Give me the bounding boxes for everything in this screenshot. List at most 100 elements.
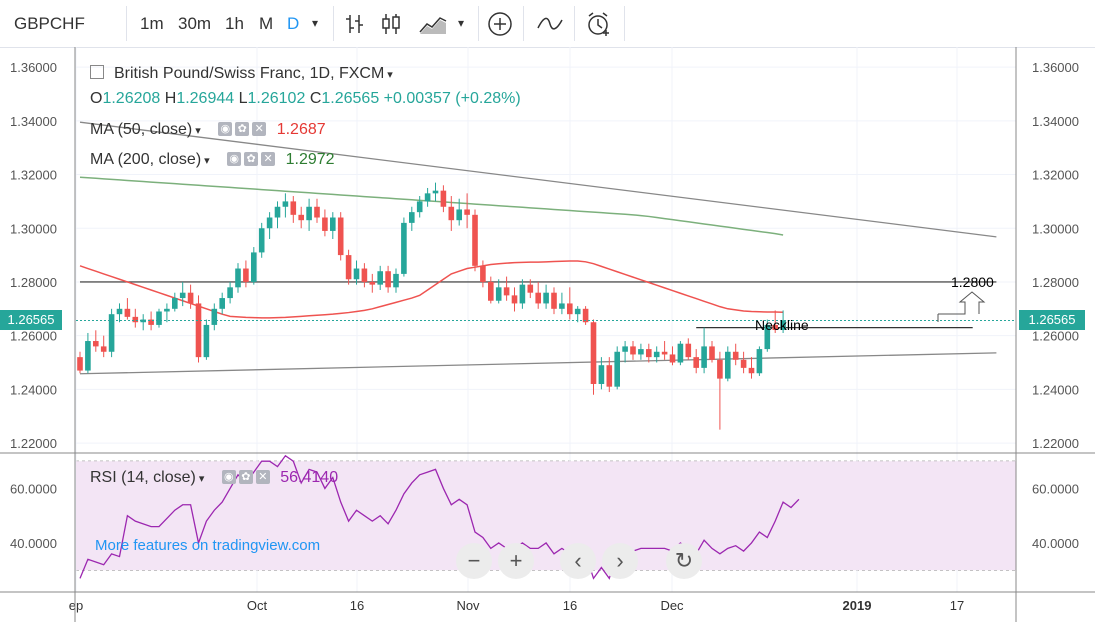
rsi-tick-label: 60.0000 [10, 481, 57, 496]
gear-icon[interactable]: ✿ [235, 122, 250, 136]
zoom-out-button[interactable]: − [456, 543, 492, 579]
rsi-legend[interactable]: RSI (14, close) ▾ ◉ ✿ ✕ 56.4140 [90, 469, 339, 486]
candle-body [203, 324, 210, 358]
chart-title: British Pound/Swiss Franc, 1D, FXCM ▾ [90, 65, 393, 83]
interval-d[interactable]: D [287, 14, 300, 33]
ma200-legend[interactable]: MA (200, close) ▾ ◉ ✿ ✕ 1.2972 [90, 151, 335, 168]
neckline-label[interactable]: Neckline [755, 317, 809, 333]
candle-body [535, 292, 541, 304]
candle-body [780, 320, 786, 331]
candles-icon[interactable] [380, 12, 402, 36]
candle-body [132, 316, 139, 323]
scroll-left-button[interactable]: ‹ [560, 543, 596, 579]
x-tick-label: Dec [660, 598, 684, 613]
candle-body [369, 281, 376, 285]
candle-body [732, 351, 739, 360]
candle-body [164, 308, 170, 312]
candle-body [211, 308, 218, 325]
area-chart-icon[interactable] [418, 12, 448, 36]
eye-icon[interactable]: ◉ [218, 122, 233, 136]
ma50-legend[interactable]: MA (50, close) ▾ ◉ ✿ ✕ 1.2687 [90, 121, 326, 138]
add-compare-icon[interactable] [487, 11, 513, 37]
chevron-down-icon[interactable]: ▾ [458, 16, 465, 30]
rsi-tick-label-right: 40.0000 [1032, 536, 1079, 551]
indicators-icon[interactable] [536, 13, 564, 35]
candle-body [401, 222, 407, 274]
x-tick-label: Oct [247, 598, 268, 613]
candle-body [559, 303, 565, 309]
candle-body [511, 295, 518, 304]
interval-30m[interactable]: 30m [178, 14, 212, 33]
chevron-down-icon[interactable]: ▾ [198, 473, 205, 485]
close-icon[interactable]: ✕ [252, 122, 267, 136]
interval-1h[interactable]: 1h [225, 14, 244, 33]
candle-body [416, 201, 423, 213]
candle-body [361, 268, 368, 282]
interval-1m[interactable]: 1m [140, 14, 164, 33]
candle-body [464, 209, 470, 215]
chevron-down-icon[interactable]: ▾ [195, 125, 201, 137]
candle-body [448, 206, 455, 221]
candle-body [551, 292, 557, 309]
candle-body [480, 265, 486, 282]
candle-body [424, 193, 431, 202]
candle-body [235, 268, 241, 288]
close-icon[interactable]: ✕ [261, 152, 276, 166]
eye-icon[interactable]: ◉ [227, 152, 242, 166]
candle-body [440, 190, 447, 207]
scroll-right-button[interactable]: › [602, 543, 638, 579]
candle-body [108, 314, 115, 352]
y-tick-label: 1.22000 [10, 436, 57, 451]
y-tick-label-right: 1.34000 [1032, 114, 1079, 129]
candle-body [124, 308, 131, 317]
candle-body [582, 308, 589, 323]
candle-body [590, 322, 597, 384]
chevron-down-icon[interactable]: ▾ [204, 155, 210, 167]
target-label[interactable]: 1.2800 [951, 274, 994, 290]
candle-body [116, 308, 123, 315]
x-tick-label: Nov [456, 598, 480, 613]
x-tick-label: 2019 [843, 598, 872, 613]
candles [76, 182, 1016, 430]
ohlc-values: O1.26208 H1.26944 L1.26102 C1.26565 +0.0… [90, 90, 521, 107]
rsi-tick-label: 40.0000 [10, 536, 57, 551]
candle-body [266, 217, 273, 229]
trendline [79, 121, 997, 238]
close-icon[interactable]: ✕ [255, 470, 270, 484]
candle-body [456, 209, 462, 221]
candle-body [764, 324, 771, 350]
candle-body [187, 292, 194, 304]
chevron-down-icon[interactable]: ▾ [387, 69, 393, 81]
symbol-search[interactable]: GBPCHF [14, 14, 85, 33]
gear-icon[interactable]: ✿ [238, 470, 253, 484]
bars-icon[interactable] [344, 13, 366, 35]
candle-body [298, 214, 304, 221]
zoom-in-button[interactable]: + [498, 543, 534, 579]
candle-body [93, 341, 99, 347]
candle-body [306, 206, 312, 221]
candle-body [503, 287, 510, 296]
alarm-clock-icon[interactable] [585, 10, 613, 38]
candle-body [314, 206, 320, 218]
candle-body [337, 217, 344, 256]
candle-body [527, 284, 534, 293]
eye-icon[interactable]: ◉ [221, 470, 236, 484]
candle-body [290, 201, 297, 215]
chevron-down-icon[interactable]: ▾ [312, 16, 319, 30]
gear-icon[interactable]: ✿ [244, 152, 259, 166]
reset-icon[interactable]: ↻ [666, 543, 702, 579]
candle-body [653, 351, 660, 358]
toolbar-divider [126, 6, 127, 41]
ma50-polyline [79, 260, 784, 319]
x-tick-label: 17 [950, 598, 964, 613]
more-features-link[interactable]: More features on tradingview.com [95, 537, 321, 554]
candle-body [606, 365, 613, 387]
candle-body [472, 214, 478, 266]
toolbar-divider [523, 6, 524, 41]
interval-m[interactable]: M [259, 14, 274, 33]
y-tick-label: 1.30000 [10, 221, 57, 236]
candle-body [709, 346, 715, 360]
candle-body [543, 292, 549, 304]
target-arrow-icon[interactable] [937, 291, 986, 322]
collapse-icon[interactable] [90, 65, 104, 79]
